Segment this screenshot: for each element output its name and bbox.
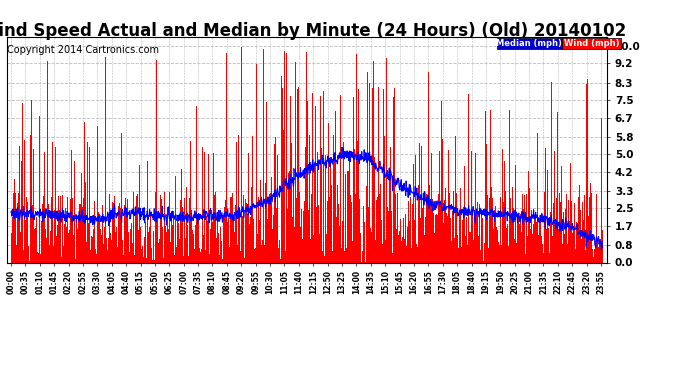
Text: Median (mph): Median (mph) bbox=[496, 39, 562, 48]
Text: Copyright 2014 Cartronics.com: Copyright 2014 Cartronics.com bbox=[7, 45, 159, 55]
Text: Wind (mph): Wind (mph) bbox=[564, 39, 620, 48]
Text: Wind Speed Actual and Median by Minute (24 Hours) (Old) 20140102: Wind Speed Actual and Median by Minute (… bbox=[0, 22, 627, 40]
